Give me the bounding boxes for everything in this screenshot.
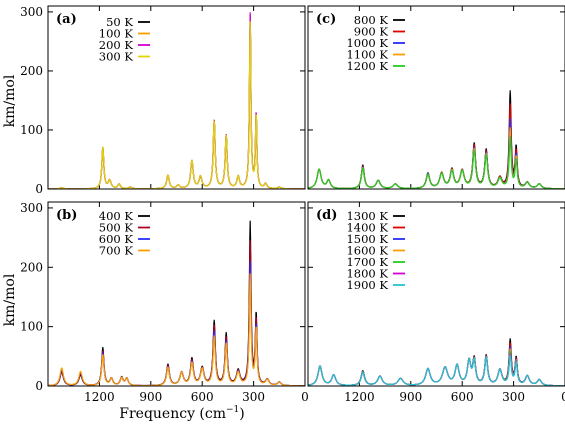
x-axis-label: Frequency (cm−1): [119, 405, 245, 422]
panel-label: (b): [56, 208, 77, 223]
series-line: [48, 18, 305, 189]
legend-label: 200 K: [99, 38, 134, 52]
y-axis-label-top: km/mol: [2, 74, 18, 127]
x-tick-label: 900: [399, 390, 422, 404]
plot-frame: [307, 5, 565, 190]
y-tick-label: 0: [35, 379, 43, 393]
legend-label: 600 K: [99, 232, 134, 246]
series-line: [308, 354, 565, 386]
legend-label: 800 K: [354, 13, 389, 27]
legend-label: 1300 K: [346, 209, 388, 223]
series-lines: [48, 12, 305, 189]
x-axis-label-main: Frequency (cm: [119, 406, 226, 422]
legend-label: 1100 K: [346, 48, 388, 62]
y-axis-label-bottom: km/mol: [2, 273, 18, 326]
legend-label: 1800 K: [346, 267, 388, 281]
series-line: [308, 350, 565, 386]
legend-label: 500 K: [99, 221, 134, 235]
x-axis-label-superscript: −1: [226, 405, 239, 415]
series-line: [308, 353, 565, 386]
plot-frame: [47, 201, 306, 387]
legend-label: 1200 K: [346, 59, 388, 73]
series-line: [308, 136, 565, 189]
series-line: [308, 342, 565, 386]
y-tick-label: 300: [20, 201, 43, 215]
series-line: [48, 220, 305, 386]
legend-label: 50 K: [106, 15, 133, 29]
legend-label: 300 K: [99, 50, 134, 64]
x-axis-label-close: ): [239, 406, 244, 422]
series-line: [308, 348, 565, 386]
legend-label: 100 K: [99, 27, 134, 41]
series-line: [48, 261, 305, 386]
x-tick-label: 1200: [344, 390, 375, 404]
series-line: [308, 118, 565, 189]
x-tick-label: 600: [451, 390, 474, 404]
legend-label: 1500 K: [346, 232, 388, 246]
series-lines: [48, 220, 305, 386]
series-line: [48, 240, 305, 386]
legend-label: 1400 K: [346, 221, 388, 235]
y-tick-label: 200: [20, 260, 43, 274]
series-line: [308, 127, 565, 189]
x-tick-label: 900: [139, 390, 162, 404]
legend-label: 700 K: [99, 244, 134, 258]
series-lines: [308, 338, 565, 386]
series-line: [308, 90, 565, 189]
y-tick-label: 100: [20, 320, 43, 334]
x-tick-label: 1200: [84, 390, 115, 404]
x-tick-label: 0: [561, 390, 565, 404]
legend-label: 1700 K: [346, 255, 388, 269]
series-line: [308, 338, 565, 386]
y-tick-label: 0: [35, 182, 43, 196]
legend-label: 900 K: [354, 25, 389, 39]
y-tick-label: 200: [20, 64, 43, 78]
legend-label: 1000 K: [346, 36, 388, 50]
plot-frame: [47, 5, 306, 190]
y-tick-label: 100: [20, 123, 43, 137]
legend-label: 1600 K: [346, 244, 388, 258]
x-tick-label: 0: [301, 390, 309, 404]
series-line: [48, 12, 305, 189]
series-line: [308, 103, 565, 189]
y-tick-label: 300: [20, 5, 43, 19]
x-tick-label: 300: [502, 390, 525, 404]
panel-label: (d): [316, 208, 337, 223]
plot-frame: [307, 201, 565, 387]
series-line: [48, 14, 305, 189]
series-line: [48, 21, 305, 189]
series-line: [48, 273, 305, 386]
panel-label: (c): [316, 12, 336, 27]
series-line: [308, 346, 565, 386]
x-tick-label: 600: [191, 390, 214, 404]
x-tick-label: 300: [242, 390, 265, 404]
series-lines: [308, 90, 565, 189]
panel-label: (a): [56, 12, 77, 27]
legend-label: 1900 K: [346, 278, 388, 292]
legend-label: 400 K: [99, 209, 134, 223]
